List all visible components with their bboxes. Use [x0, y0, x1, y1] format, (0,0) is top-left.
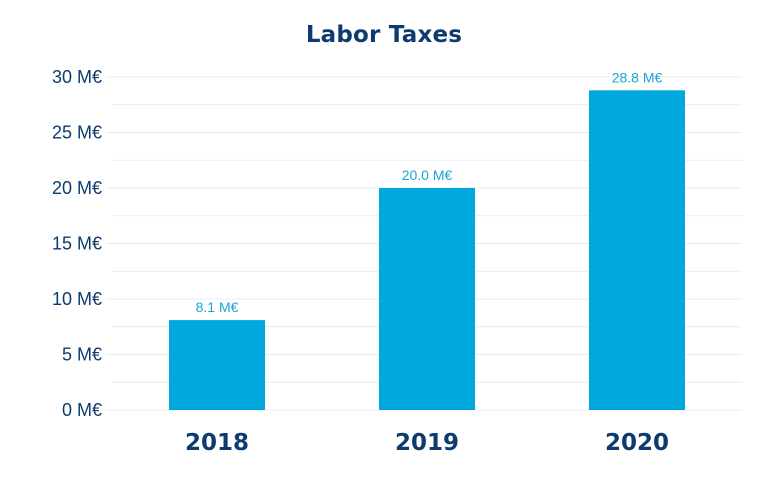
- data-label: 8.1 M€: [196, 299, 239, 315]
- y-tick-label: 0 M€: [62, 400, 102, 420]
- bar: [379, 188, 475, 410]
- x-tick-label: 2018: [185, 430, 249, 456]
- y-tick-label: 25 M€: [52, 123, 102, 143]
- x-tick-label: 2020: [605, 430, 669, 456]
- bar: [169, 320, 265, 410]
- chart-title: Labor Taxes: [305, 22, 463, 48]
- y-tick-label: 30 M€: [52, 67, 102, 87]
- y-tick-label: 10 M€: [52, 289, 102, 309]
- bar: [589, 90, 685, 410]
- y-tick-label: 20 M€: [52, 178, 102, 198]
- y-tick-label: 15 M€: [52, 234, 102, 254]
- y-tick-label: 5 M€: [62, 345, 102, 365]
- data-label: 20.0 M€: [402, 167, 453, 183]
- x-tick-label: 2019: [395, 430, 459, 456]
- data-label: 28.8 M€: [612, 69, 663, 85]
